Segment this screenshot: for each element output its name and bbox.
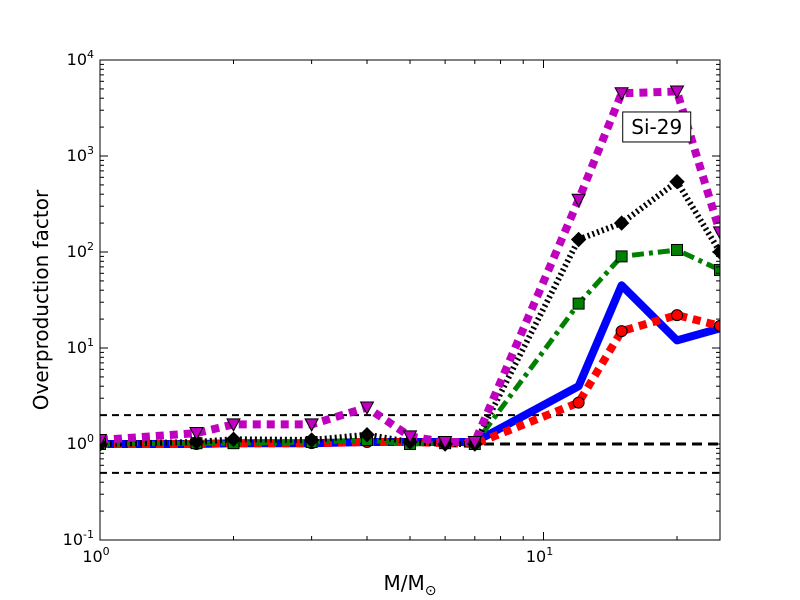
series-3-marker [359, 426, 375, 443]
series-3-marker [613, 215, 630, 231]
series-4-marker [669, 85, 685, 100]
series-1-marker [714, 319, 720, 332]
x-axis-label: M/M⊙ [384, 571, 437, 599]
annotation-label: Si-29 [631, 115, 682, 139]
y-tick-label: 104 [67, 48, 94, 69]
series-2-marker [671, 243, 684, 256]
series-4-marker [359, 401, 375, 416]
y-tick-label: 101 [67, 336, 94, 357]
annotation-frame [622, 111, 692, 143]
series-1-marker [572, 396, 585, 409]
y-tick-label: 103 [67, 144, 94, 165]
annotation-box: Si-29 [622, 111, 692, 143]
series-3-marker [669, 173, 685, 190]
series-3-marker [188, 434, 205, 450]
series-4-marker [571, 193, 586, 208]
y-tick-label: 10-1 [63, 528, 94, 549]
series-4-marker [304, 418, 319, 432]
series-4-marker [467, 435, 483, 450]
series-2-marker [572, 297, 585, 310]
x-tick-label: 100 [82, 545, 109, 566]
series-4-marker [226, 418, 241, 432]
series-3-marker [225, 431, 242, 447]
series-1-marker [615, 325, 628, 338]
series-4-marker [189, 427, 204, 441]
series-4-marker [437, 435, 453, 450]
series-1-marker [671, 309, 684, 322]
series-4-marker [712, 226, 720, 240]
series-2-marker [615, 250, 628, 263]
y-tick-label: 102 [67, 240, 94, 261]
series-4-marker [614, 87, 629, 101]
x-axis-label-sub: ⊙ [425, 583, 437, 599]
series-layer [100, 85, 720, 452]
y-axis-label: Overproduction factor [29, 189, 53, 410]
x-axis-label-main: M/M [384, 571, 425, 595]
y-tick-label: 100 [67, 432, 94, 453]
series-2-marker [714, 263, 720, 276]
series-3-marker [303, 432, 320, 448]
series-3-marker [570, 231, 587, 248]
x-tick-label: 101 [526, 545, 553, 566]
plot-frame [99, 59, 721, 541]
series-4-marker [402, 430, 418, 444]
series-line-4 [100, 87, 720, 446]
